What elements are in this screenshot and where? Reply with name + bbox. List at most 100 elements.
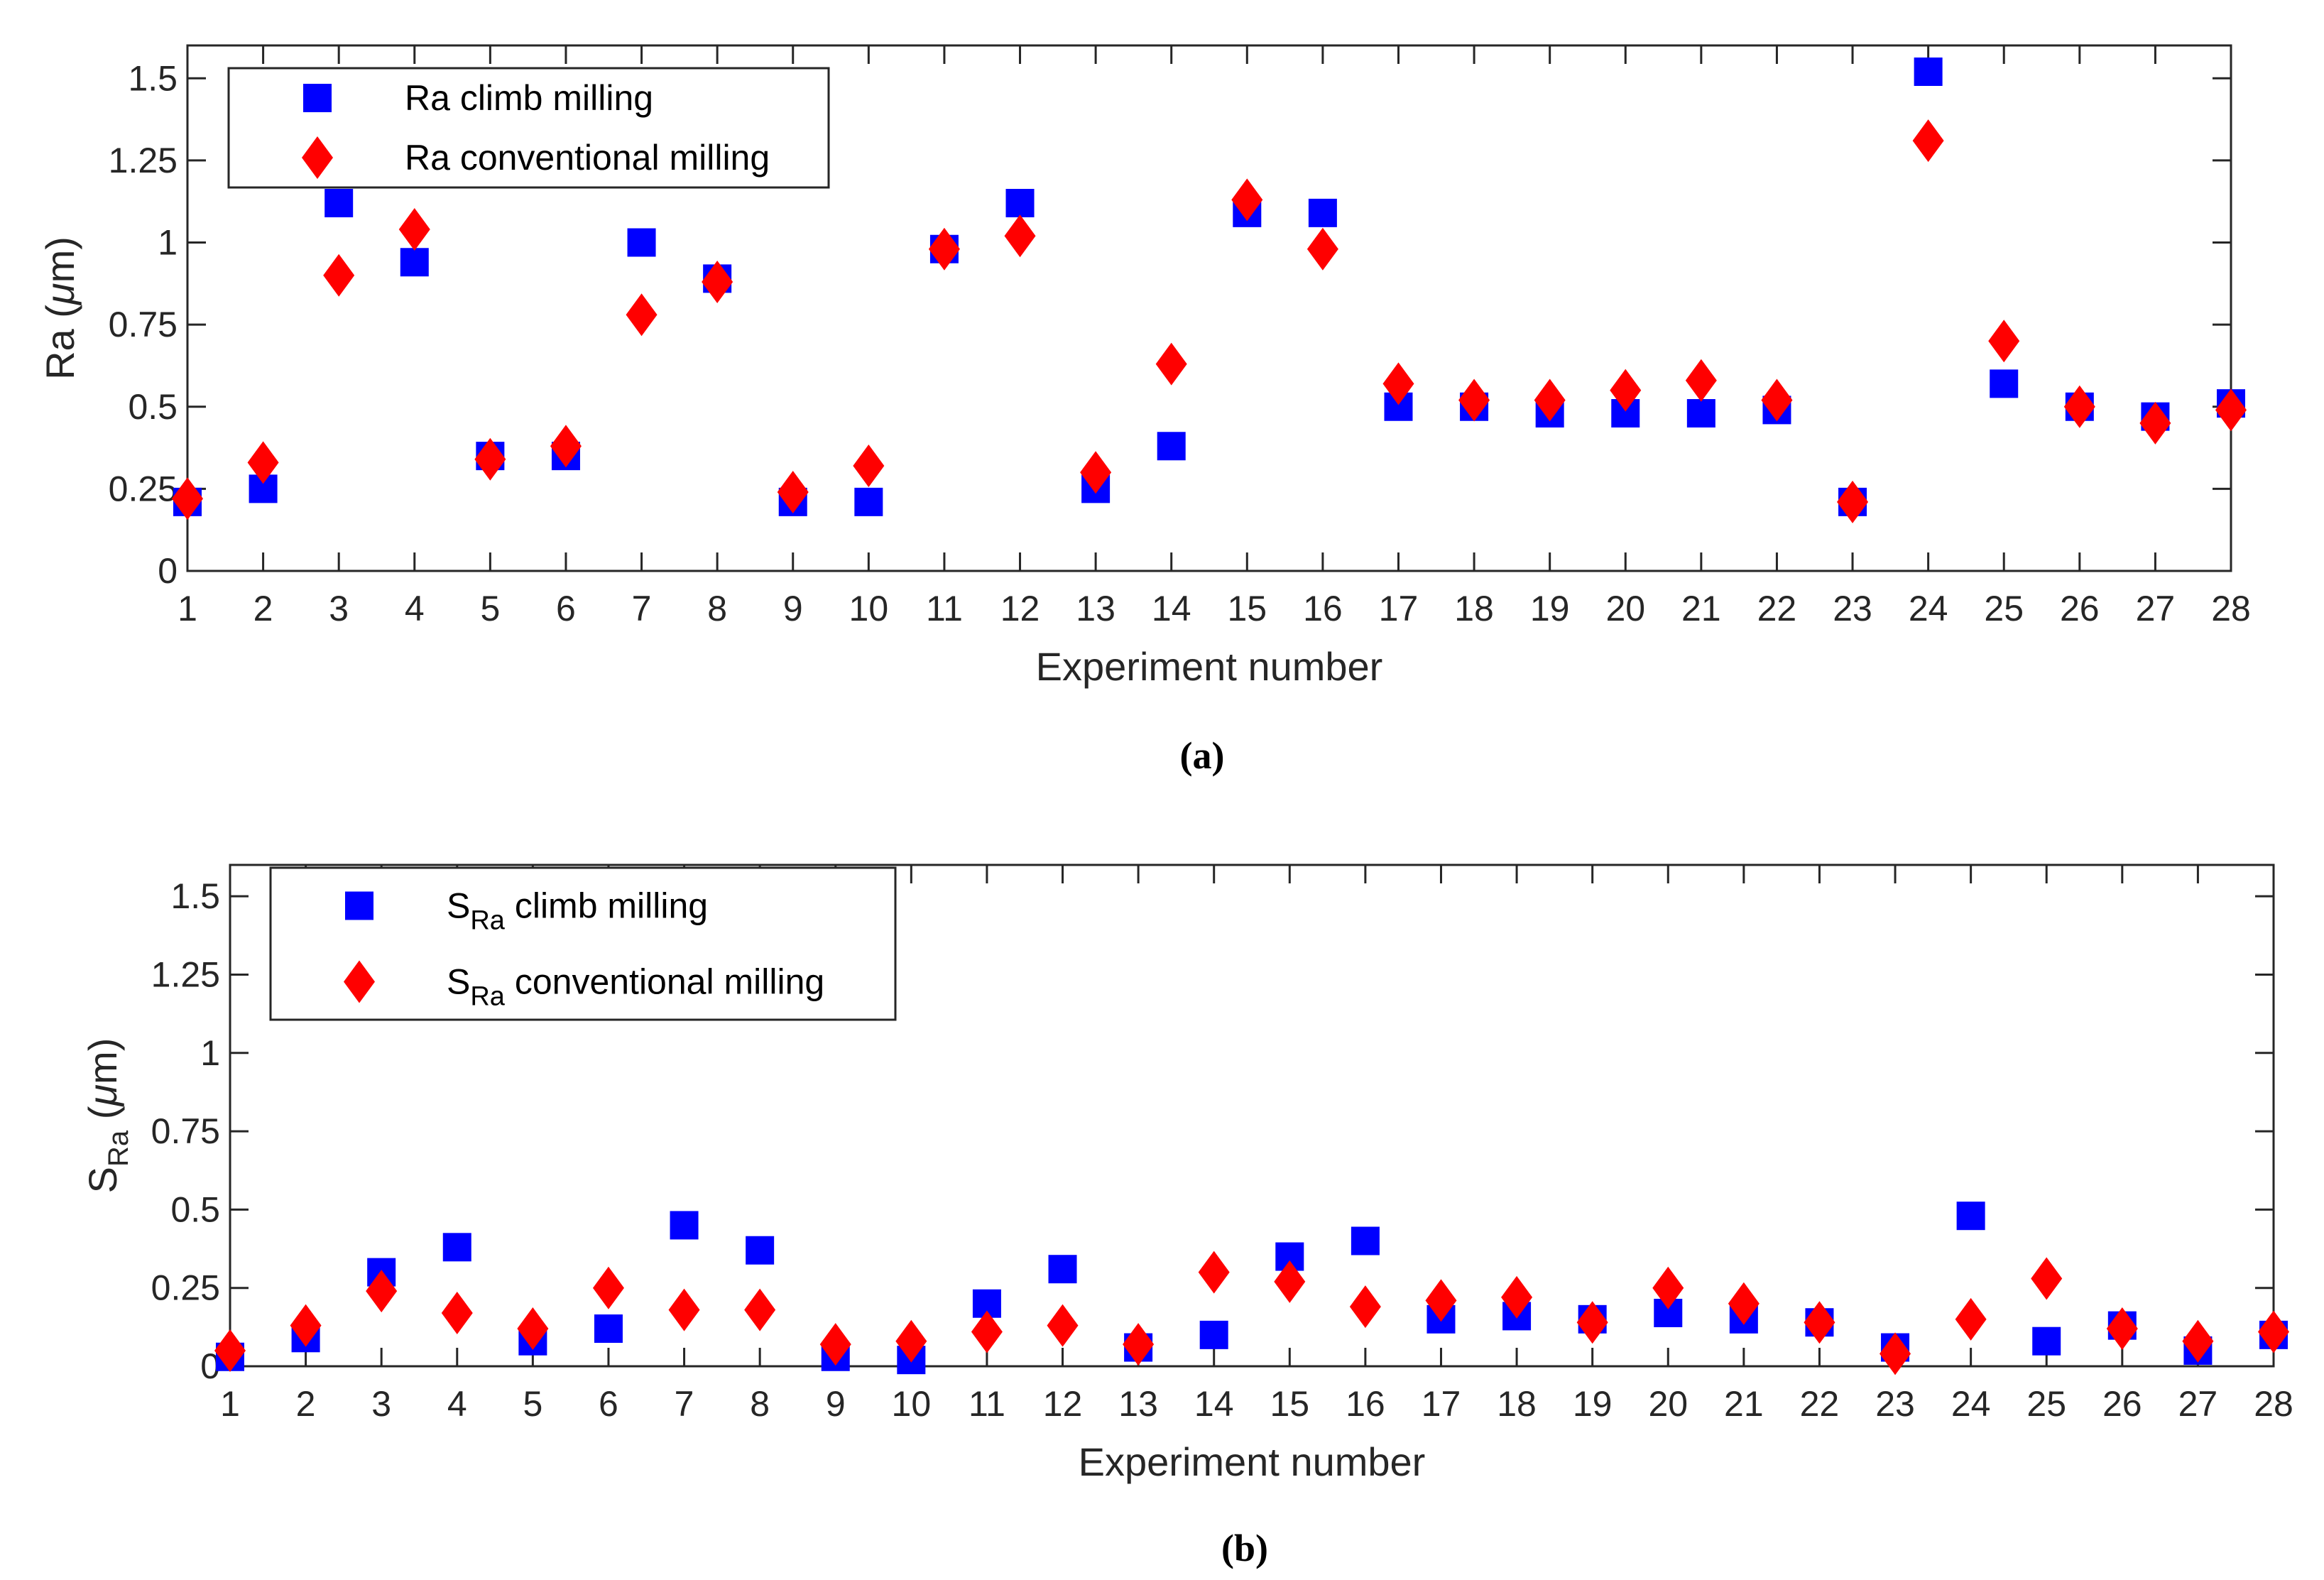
conventional-point-24 xyxy=(1912,119,1944,163)
legend-marker-climb xyxy=(303,84,332,112)
conventional-point-19 xyxy=(1576,1301,1608,1344)
x-tick-label: 16 xyxy=(1346,1384,1385,1424)
conventional-point-9 xyxy=(777,471,809,513)
y-axis-label-subscript: Ra xyxy=(103,1130,134,1167)
y-tick-label: 0.5 xyxy=(170,1189,220,1229)
conventional-point-6 xyxy=(592,1266,624,1309)
x-tick-label: 15 xyxy=(1270,1384,1309,1424)
x-tick-label: 7 xyxy=(632,589,652,628)
axes-frame-b xyxy=(229,863,2275,1368)
x-tick-label: 20 xyxy=(1605,589,1645,628)
x-tick-label: 19 xyxy=(1530,589,1570,628)
axes-frame-a xyxy=(186,44,2232,572)
conventional-point-27 xyxy=(2139,401,2171,445)
conventional-point-4 xyxy=(398,208,430,251)
legend-label-climb: SRa climb milling xyxy=(447,886,708,936)
legend-label-main: Ra xyxy=(405,78,450,118)
y-axis-label-unit: m) xyxy=(38,236,82,283)
legend-label-conventional: SRa conventional milling xyxy=(447,962,824,1012)
legend-label-main: S xyxy=(447,962,470,1002)
x-tick-label: 22 xyxy=(1800,1384,1840,1424)
x-tick-label: 25 xyxy=(1984,589,2024,628)
x-tick-label: 22 xyxy=(1757,589,1797,628)
conventional-point-18 xyxy=(1501,1275,1533,1319)
climb-point-12 xyxy=(1048,1255,1077,1284)
conventional-point-21 xyxy=(1728,1282,1760,1325)
x-tick-label: 8 xyxy=(750,1384,770,1424)
conventional-point-5 xyxy=(474,437,506,481)
conventional-point-11 xyxy=(971,1310,1003,1353)
legend-label-main: S xyxy=(447,886,470,926)
climb-point-7 xyxy=(670,1211,699,1240)
x-tick-label: 11 xyxy=(969,1384,1005,1424)
x-tick-label: 12 xyxy=(1043,1384,1083,1424)
x-tick-label: 21 xyxy=(1681,589,1721,628)
x-tick-label: 4 xyxy=(405,589,425,628)
x-tick-label: 19 xyxy=(1573,1384,1613,1424)
conventional-point-7 xyxy=(626,293,658,337)
x-tick-label: 5 xyxy=(523,1384,542,1424)
conventional-point-7 xyxy=(668,1288,700,1331)
conventional-point-5 xyxy=(517,1307,549,1351)
x-tick-label: 17 xyxy=(1379,589,1419,628)
conventional-point-4 xyxy=(441,1291,473,1334)
conventional-point-14 xyxy=(1155,342,1187,386)
x-tick-label: 12 xyxy=(1000,589,1040,628)
legend-marker-conventional xyxy=(302,136,333,179)
x-tick-label: 1 xyxy=(178,589,197,628)
series-conventional xyxy=(172,119,2247,523)
y-tick-label: 0.25 xyxy=(109,469,178,508)
x-axis-label: Experiment number xyxy=(1079,1439,1426,1484)
y-axis-label-mu: μ xyxy=(38,283,82,306)
climb-point-6 xyxy=(594,1314,623,1344)
y-axis-label-paren: ( xyxy=(38,305,82,329)
conventional-point-18 xyxy=(1458,378,1490,422)
y-axis-label-unit: m) xyxy=(80,1038,125,1084)
legend-label-rest: climb milling xyxy=(505,886,708,926)
x-tick-label: 8 xyxy=(707,589,727,628)
x-tick-label: 20 xyxy=(1648,1384,1688,1424)
x-tick-label: 28 xyxy=(2211,589,2251,628)
legend-marker-conventional xyxy=(344,960,375,1003)
conventional-point-26 xyxy=(2063,385,2095,428)
conventional-point-6 xyxy=(550,425,582,468)
legend-marker-climb xyxy=(345,891,373,920)
x-tick-label: 4 xyxy=(447,1384,467,1424)
x-tick-label: 13 xyxy=(1076,589,1115,628)
legend-box xyxy=(269,866,897,1021)
conventional-point-3 xyxy=(366,1270,398,1313)
x-tick-label: 18 xyxy=(1497,1384,1537,1424)
conventional-point-15 xyxy=(1231,178,1263,222)
climb-point-25 xyxy=(2032,1326,2061,1356)
conventional-point-12 xyxy=(1004,214,1036,258)
x-tick-label: 1 xyxy=(220,1384,240,1424)
conventional-point-20 xyxy=(1610,369,1642,412)
conventional-point-24 xyxy=(1955,1297,1987,1341)
y-tick-label: 1.5 xyxy=(128,58,178,98)
climb-point-16 xyxy=(1308,198,1337,227)
climb-point-24 xyxy=(1956,1202,1985,1231)
x-tick-label: 26 xyxy=(2060,589,2100,628)
x-tick-label: 11 xyxy=(926,589,963,628)
conventional-point-8 xyxy=(702,261,733,303)
y-tick-label: 0.25 xyxy=(151,1268,220,1308)
climb-point-7 xyxy=(627,228,656,257)
x-tick-label: 5 xyxy=(480,589,500,628)
conventional-point-17 xyxy=(1382,362,1414,405)
panel-caption: (b) xyxy=(1221,1527,1268,1569)
y-tick-label: 0 xyxy=(158,551,178,591)
x-tick-label: 10 xyxy=(892,1384,932,1424)
conventional-point-8 xyxy=(744,1288,776,1331)
legend-label-rest: conventional milling xyxy=(505,962,824,1002)
x-tick-label: 6 xyxy=(556,589,576,628)
conventional-point-14 xyxy=(1198,1251,1230,1294)
legend-label-rest: climb milling xyxy=(450,78,653,118)
climb-point-12 xyxy=(1005,189,1035,217)
x-tick-label: 24 xyxy=(1951,1384,1991,1424)
x-tick-label: 28 xyxy=(2254,1384,2293,1424)
x-tick-label: 2 xyxy=(253,589,273,628)
conventional-point-17 xyxy=(1425,1279,1457,1322)
